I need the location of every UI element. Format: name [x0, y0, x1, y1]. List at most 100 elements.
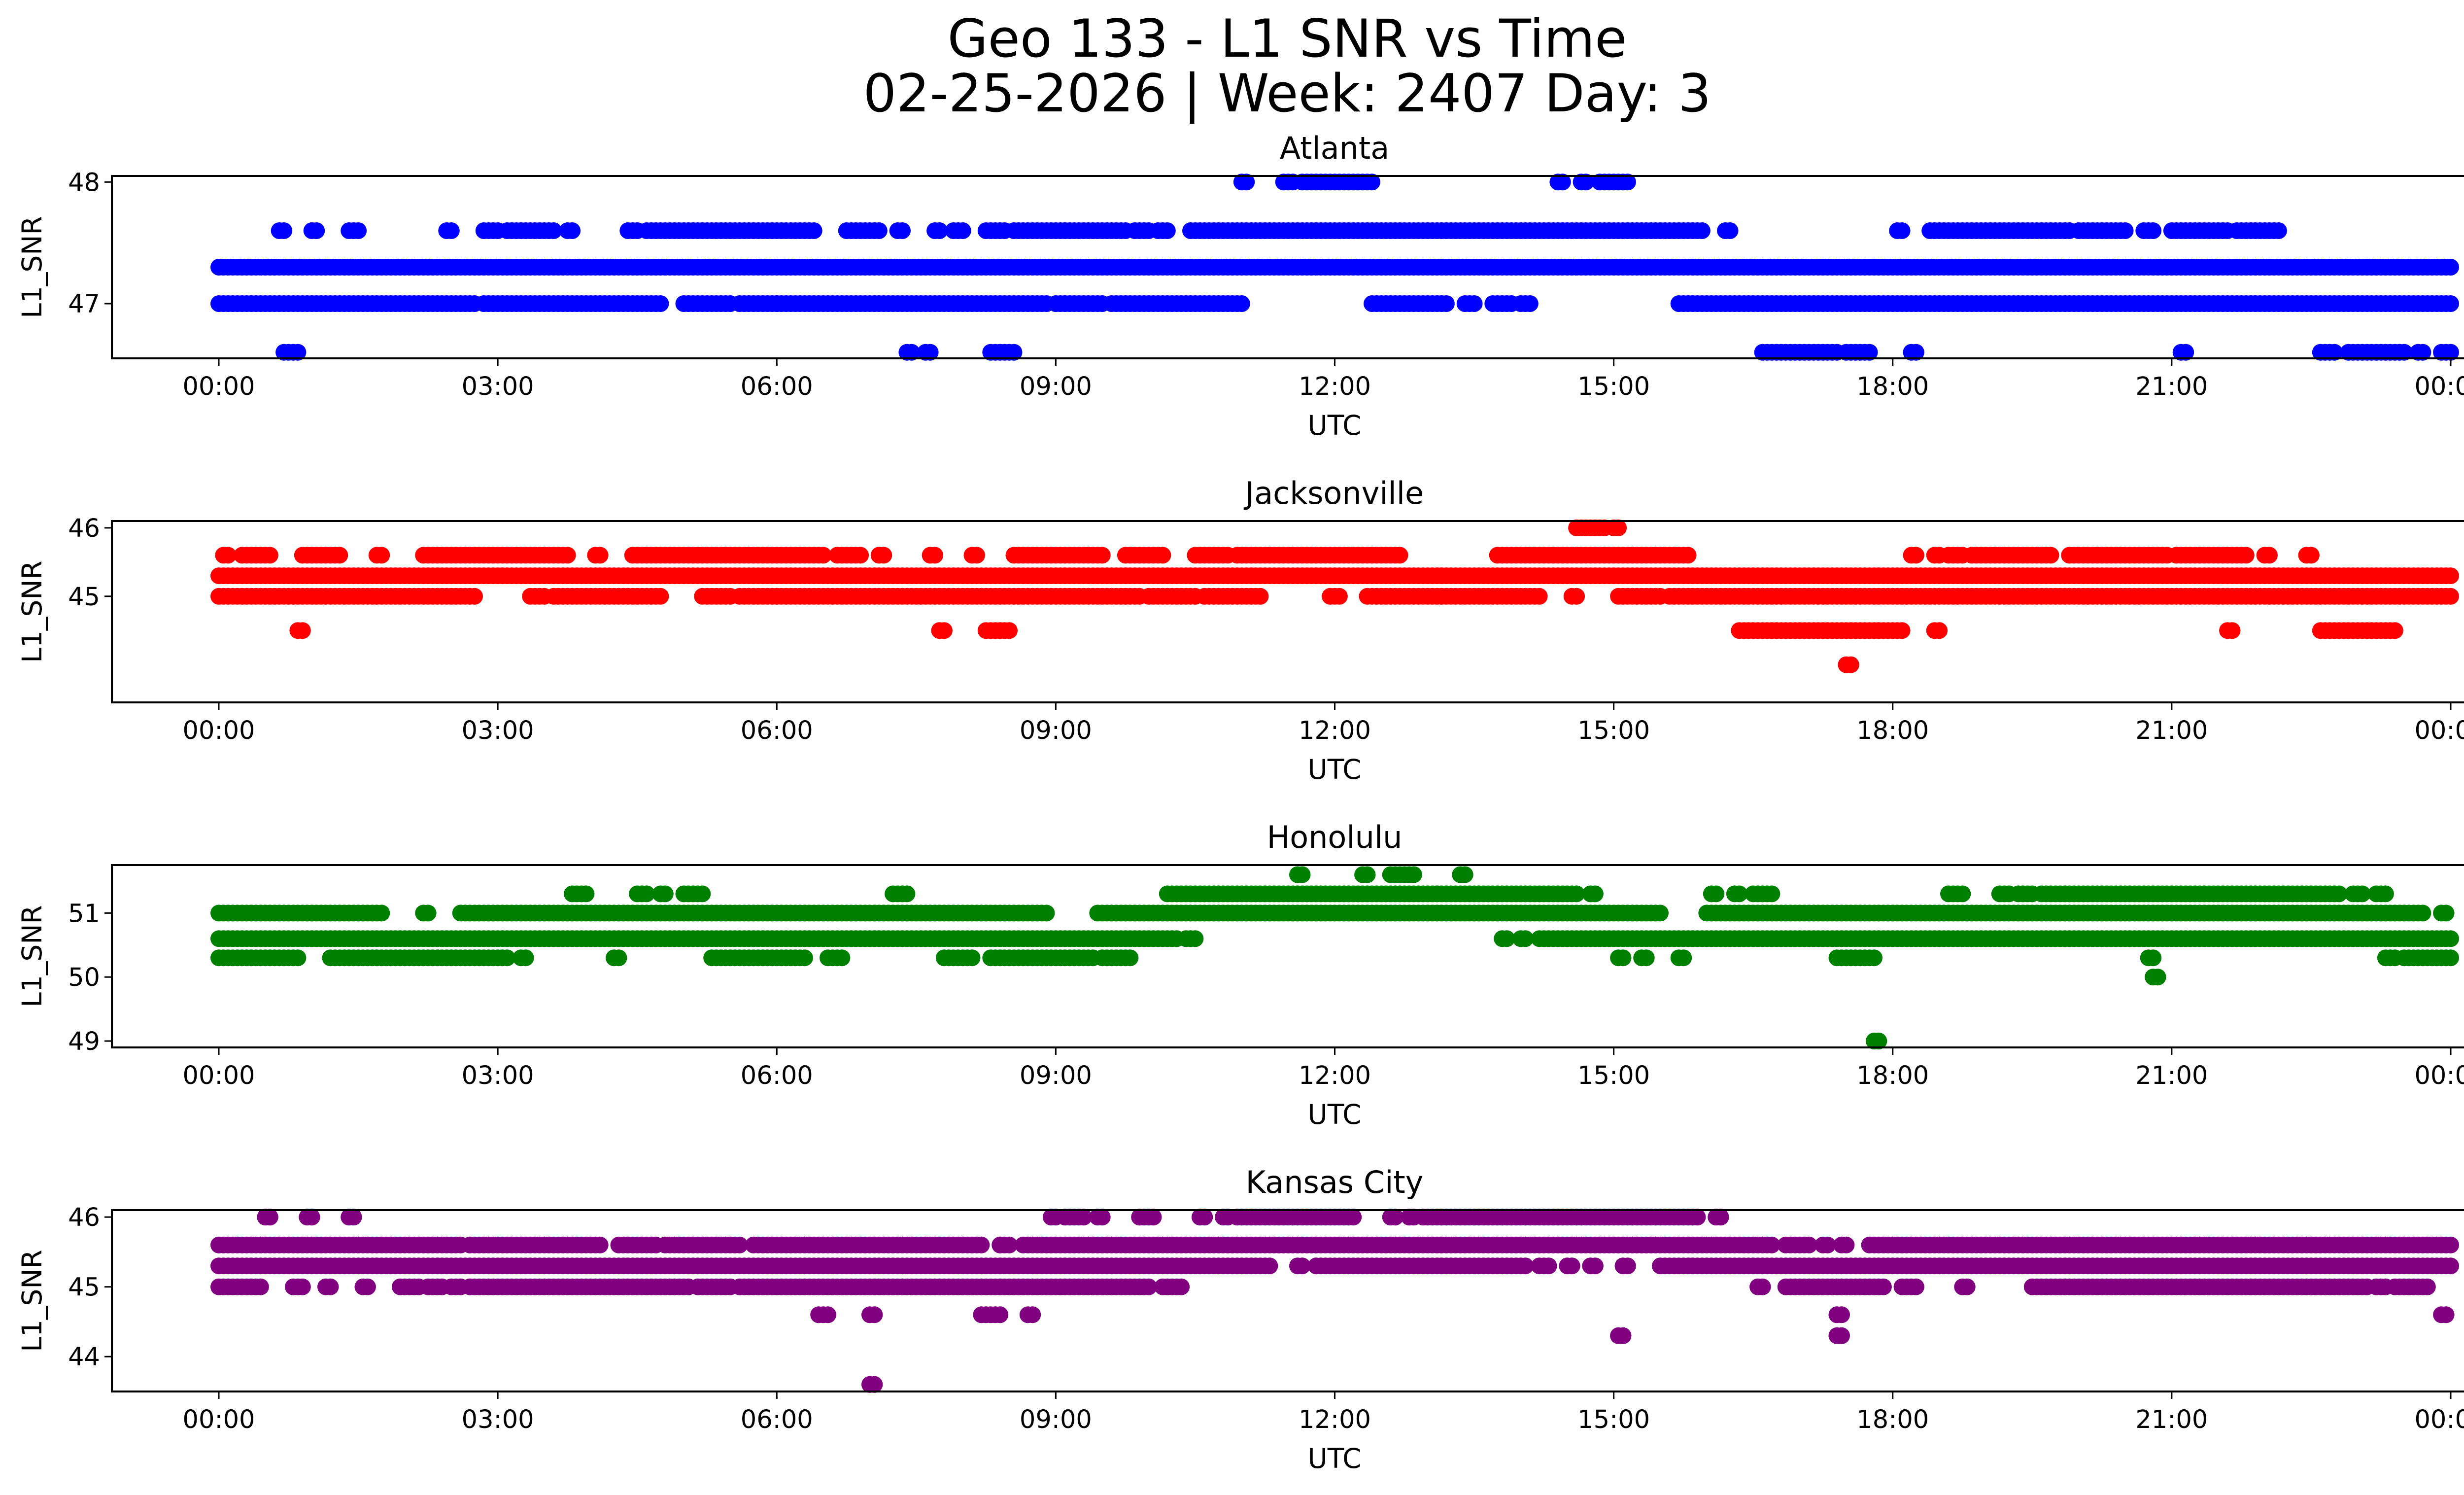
honolulu-point [694, 885, 711, 903]
honolulu-point [1652, 904, 1669, 922]
atlanta-point [805, 222, 822, 239]
jacksonville-point [1001, 622, 1018, 639]
jacksonville-point [2302, 547, 2320, 564]
kansas-city-point [1800, 1236, 1817, 1253]
atlanta-point [1238, 174, 1255, 191]
honolulu-y-tick-label: 51 [68, 899, 100, 928]
honolulu-point [2149, 969, 2166, 986]
honolulu-point [1763, 885, 1780, 903]
honolulu-point [1638, 949, 1655, 967]
jacksonville-y-axis-label: L1_SNR [16, 560, 48, 662]
honolulu-point [656, 885, 674, 903]
honolulu-point [1517, 930, 1534, 947]
atlanta-x-tick-label: 00:00 [2414, 372, 2464, 401]
jacksonville-title: Jacksonville [1243, 475, 1424, 511]
kansas-city-point [1517, 1257, 1534, 1275]
honolulu-point [1870, 1033, 1887, 1049]
honolulu-point [1568, 885, 1585, 903]
jacksonville-point [294, 622, 311, 639]
jacksonville-y-tick-label: 45 [68, 583, 100, 612]
honolulu-point [610, 949, 627, 967]
kansas-city-point [973, 1236, 990, 1253]
jacksonville-point [1931, 622, 1948, 639]
atlanta-point [545, 222, 562, 239]
atlanta-point [2270, 222, 2287, 239]
atlanta-point [1364, 174, 1380, 191]
honolulu-y-tick-label: 49 [68, 1027, 100, 1056]
kansas-city-point [1261, 1257, 1278, 1275]
honolulu-y-ticks: 49 50 51 [68, 899, 112, 1056]
jacksonville-point [466, 588, 483, 605]
jacksonville-point [926, 547, 944, 564]
atlanta-y-tick-label: 47 [68, 290, 100, 319]
honolulu-point [1675, 949, 1692, 967]
atlanta-point [350, 222, 367, 239]
jacksonville-point [2261, 547, 2278, 564]
jacksonville-point [875, 547, 892, 564]
jacksonville-x-tick-label: 06:00 [741, 716, 813, 745]
honolulu-x-tick-label: 03:00 [462, 1061, 534, 1090]
atlanta-point [2326, 344, 2343, 361]
atlanta-point [2442, 344, 2459, 361]
jacksonville-point [968, 547, 985, 564]
jacksonville-point [1391, 547, 1408, 564]
atlanta-x-ticks: 00:00 03:00 06:00 09:00 12:00 15:00 18:00 21:00… [183, 358, 2464, 401]
kansas-city-point [1140, 1278, 1158, 1295]
jacksonville-point [1331, 588, 1348, 605]
jacksonville-point [2442, 567, 2459, 585]
atlanta-point [894, 222, 911, 239]
jacksonville-point [1154, 547, 1171, 564]
honolulu-point [1954, 885, 1971, 903]
atlanta-point [652, 295, 669, 312]
honolulu-x-tick-label: 00:00 [2414, 1061, 2464, 1090]
jacksonville-point [219, 547, 237, 564]
atlanta-point [2145, 222, 2162, 239]
kansas-city-point [1819, 1236, 1836, 1253]
kansas-city-point [1563, 1257, 1580, 1275]
honolulu-point [2442, 949, 2459, 967]
honolulu-point [1294, 866, 1311, 883]
kansas-city-markers [210, 1209, 2459, 1393]
kansas-city-point [322, 1278, 339, 1295]
kansas-city-point [1838, 1236, 1855, 1253]
jacksonville-point [852, 547, 869, 564]
jacksonville-markers [210, 519, 2459, 673]
jacksonville-x-tick-label: 18:00 [1856, 716, 1929, 745]
kansas-city-point [359, 1278, 376, 1295]
jacksonville-point [559, 547, 576, 564]
atlanta-x-tick-label: 03:00 [462, 372, 534, 401]
atlanta-point [443, 222, 460, 239]
honolulu-x-tick-label: 21:00 [2135, 1061, 2208, 1090]
jacksonville-y-tick-label: 46 [68, 514, 100, 543]
kansas-city-point [1540, 1257, 1557, 1275]
atlanta-point [1861, 344, 1878, 361]
kansas-city-point [2442, 1257, 2459, 1275]
jacksonville-point [1568, 588, 1585, 605]
kansas-city-point [1586, 1257, 1604, 1275]
honolulu-x-ticks: 00:00 03:00 06:00 09:00 12:00 15:00 18:00 21:00… [183, 1047, 2464, 1090]
jacksonville-point [2442, 588, 2459, 605]
jacksonville-point [2237, 547, 2255, 564]
honolulu-y-tick-label: 50 [68, 963, 100, 992]
honolulu-x-axis-label: UTC [1307, 1099, 1361, 1130]
atlanta-x-tick-label: 06:00 [741, 372, 813, 401]
kansas-city-point [1173, 1278, 1190, 1295]
honolulu-point [1122, 949, 1139, 967]
honolulu-x-tick-label: 18:00 [1856, 1061, 1929, 1090]
jacksonville-point [2042, 547, 2059, 564]
kansas-city-point [1619, 1257, 1636, 1275]
kansas-city-point [1294, 1257, 1311, 1275]
jacksonville-y-ticks: 45 46 [68, 514, 112, 612]
kansas-city-point [1754, 1278, 1771, 1295]
honolulu-x-tick-label: 06:00 [741, 1061, 813, 1090]
atlanta-point [1466, 295, 1483, 312]
atlanta-markers [210, 174, 2459, 361]
honolulu-point [963, 949, 981, 967]
subplot-kansas-city: 00:00 03:00 06:00 09:00 12:00 15:00 18:00 21:00… [16, 1164, 2464, 1474]
kansas-city-point [591, 1236, 609, 1253]
honolulu-point [1498, 930, 1515, 947]
honolulu-point [419, 904, 437, 922]
jacksonville-point [1252, 588, 1269, 605]
atlanta-point [1554, 174, 1571, 191]
jacksonville-x-tick-label: 00:00 [2414, 716, 2464, 745]
